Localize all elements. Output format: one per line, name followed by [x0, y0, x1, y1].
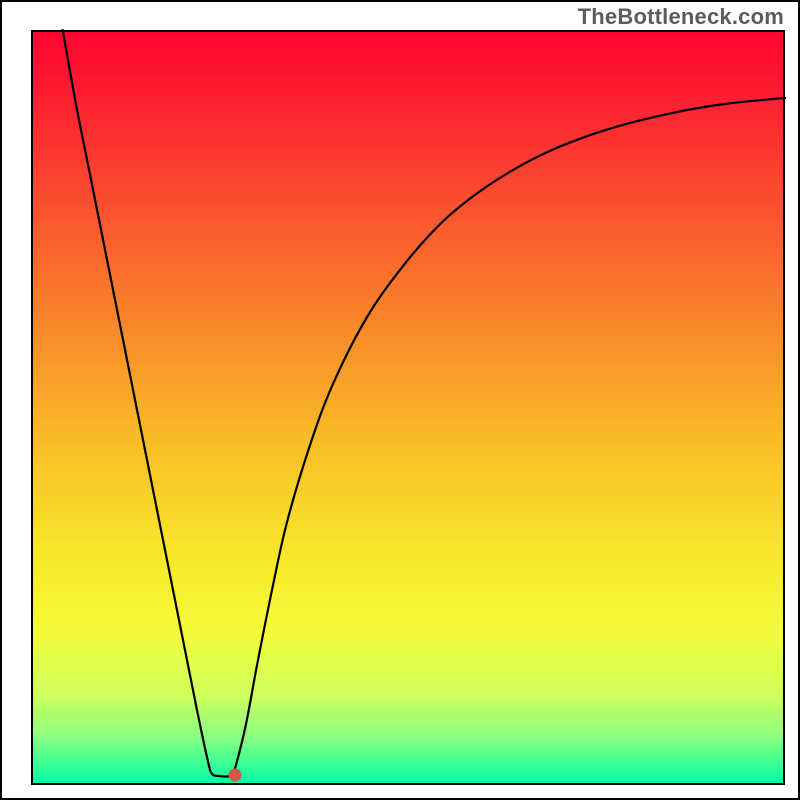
watermark-text: TheBottleneck.com [578, 4, 784, 30]
bottleneck-chart: TheBottleneck.com [0, 0, 800, 800]
min-marker-dot [228, 769, 241, 782]
plot-area [31, 30, 785, 785]
